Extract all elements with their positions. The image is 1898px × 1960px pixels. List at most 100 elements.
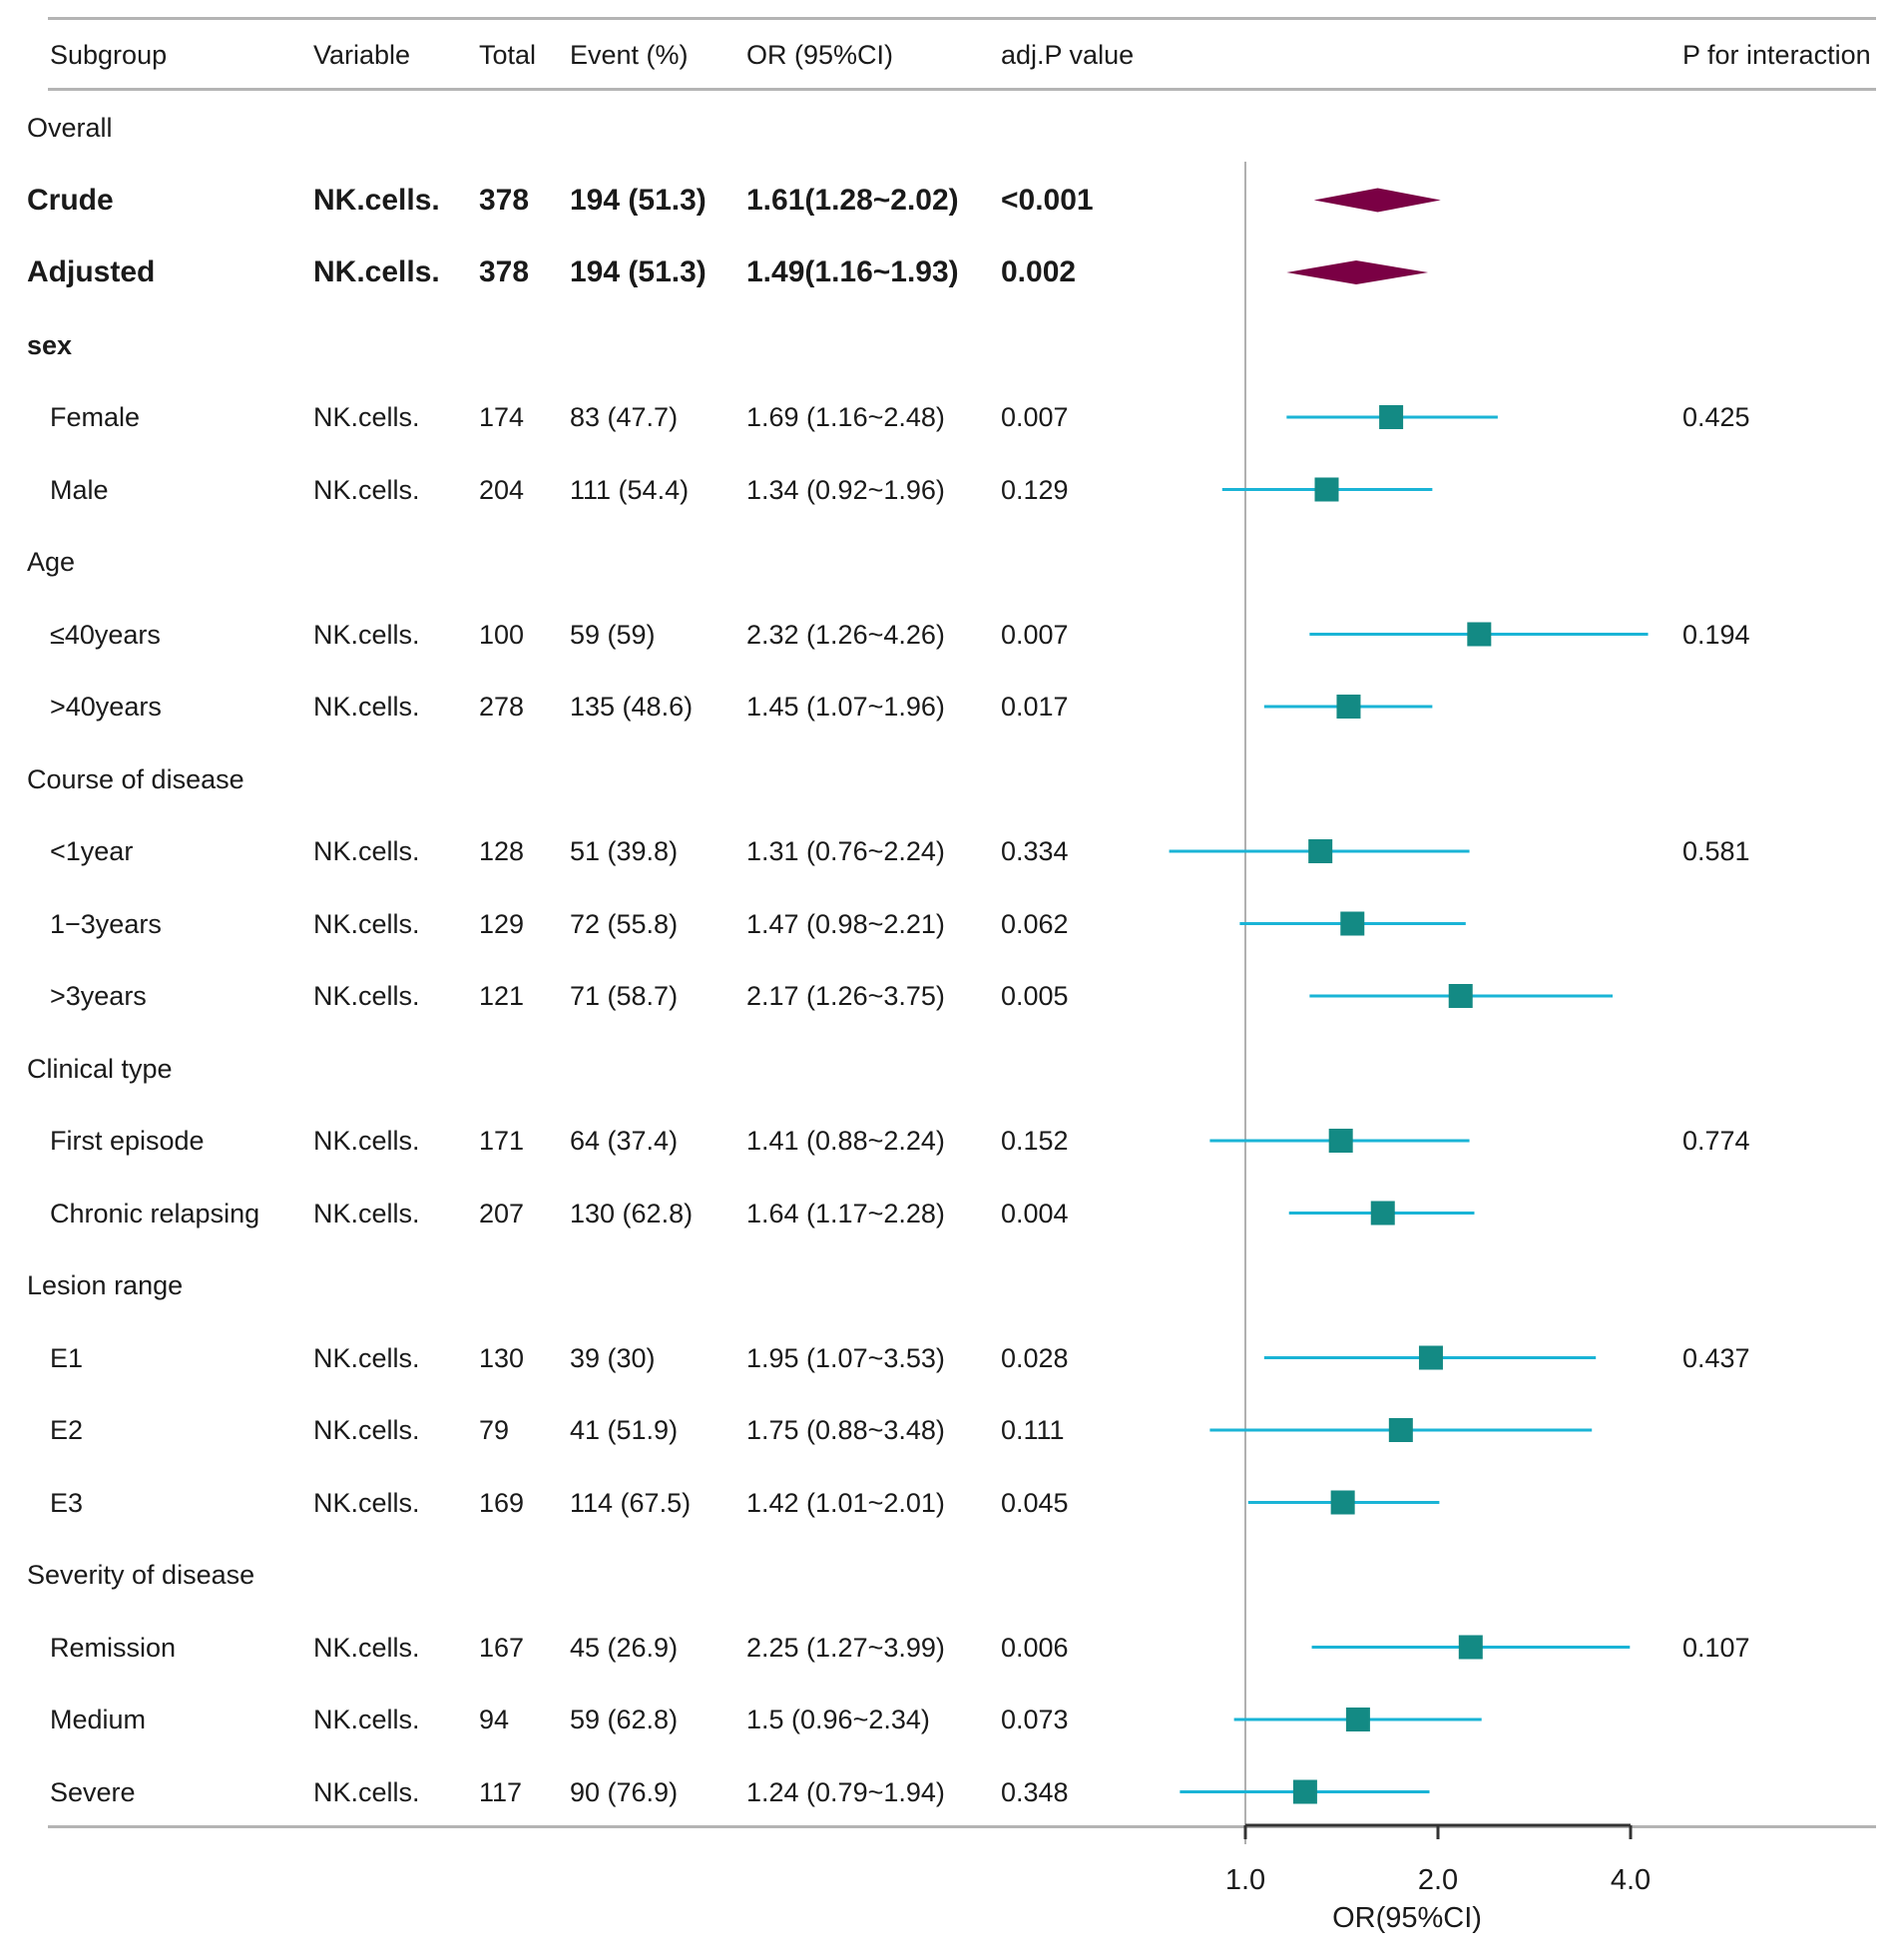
or-point xyxy=(1314,477,1339,502)
x-tick-label: 1.0 xyxy=(1224,1864,1266,1896)
row-variable: NK.cells. xyxy=(313,255,440,288)
row-p-value: 0.129 xyxy=(1001,474,1069,505)
row-label: Chronic relapsing xyxy=(50,1198,260,1228)
or-point xyxy=(1336,695,1361,719)
header-interaction: P for interaction xyxy=(1682,40,1871,70)
or-point xyxy=(1388,1418,1413,1442)
row-label: ≤40years xyxy=(50,619,161,650)
row-label: <1year xyxy=(50,836,134,866)
or-point xyxy=(1308,839,1333,863)
row-or-ci: 2.32 (1.26~4.26) xyxy=(746,619,945,650)
row-event: 130 (62.8) xyxy=(570,1198,694,1228)
or-point xyxy=(1328,1129,1353,1153)
row-variable: NK.cells. xyxy=(313,474,420,505)
x-tick-label: 2.0 xyxy=(1417,1864,1459,1896)
row-label: >3years xyxy=(50,981,147,1011)
row-event: 90 (76.9) xyxy=(570,1776,679,1807)
row-label: 1−3years xyxy=(50,908,162,939)
row-label: E1 xyxy=(50,1342,84,1373)
header-p: adj.P value xyxy=(1001,40,1135,70)
row-label: Crude xyxy=(27,183,114,217)
row-variable: NK.cells. xyxy=(313,1632,420,1663)
or-point xyxy=(1340,911,1365,936)
row-total: 171 xyxy=(479,1126,525,1156)
row-event: 83 (47.7) xyxy=(570,402,679,432)
row-variable: NK.cells. xyxy=(313,1705,420,1734)
row-or-ci: 1.69 (1.16~2.48) xyxy=(746,402,945,432)
row-variable: NK.cells. xyxy=(313,692,420,722)
row-p-value: 0.007 xyxy=(1001,619,1069,650)
row-variable: NK.cells. xyxy=(313,836,420,866)
row-p-value: 0.004 xyxy=(1001,1198,1069,1228)
row-variable: NK.cells. xyxy=(313,619,420,650)
row-or-ci: 1.49(1.16~1.93) xyxy=(746,255,959,288)
row-event: 71 (58.7) xyxy=(570,981,679,1011)
or-point xyxy=(1379,405,1404,429)
row-variable: NK.cells. xyxy=(313,1342,420,1373)
header-total: Total xyxy=(479,40,537,70)
row-event: 51 (39.8) xyxy=(570,836,679,866)
row-p-value: 0.152 xyxy=(1001,1126,1069,1156)
row-total: 100 xyxy=(479,619,525,650)
row-p-interaction: 0.425 xyxy=(1682,402,1750,432)
top-rule xyxy=(48,17,1876,20)
row-event: 194 (51.3) xyxy=(570,183,707,217)
group-label: Clinical type xyxy=(27,1053,173,1084)
row-p-interaction: 0.194 xyxy=(1682,619,1750,650)
row-or-ci: 1.61(1.28~2.02) xyxy=(746,183,959,217)
row-p-value: 0.334 xyxy=(1001,836,1069,866)
row-label: First episode xyxy=(50,1126,205,1156)
row-p-interaction: 0.774 xyxy=(1682,1126,1750,1156)
row-p-value: 0.062 xyxy=(1001,908,1069,939)
row-variable: NK.cells. xyxy=(313,1776,420,1807)
row-event: 135 (48.6) xyxy=(570,692,694,722)
or-point xyxy=(1292,1779,1317,1804)
row-total: 128 xyxy=(479,836,525,866)
row-or-ci: 1.41 (0.88~2.24) xyxy=(746,1126,945,1156)
row-total: 130 xyxy=(479,1342,525,1373)
row-label: E3 xyxy=(50,1487,84,1518)
row-variable: NK.cells. xyxy=(313,908,420,939)
header-or: OR (95%CI) xyxy=(746,40,894,70)
row-total: 121 xyxy=(479,981,525,1011)
or-point xyxy=(1467,622,1492,647)
row-p-value: 0.017 xyxy=(1001,692,1069,722)
row-or-ci: 1.34 (0.92~1.96) xyxy=(746,474,945,505)
header-variable: Variable xyxy=(313,40,411,70)
row-variable: NK.cells. xyxy=(313,981,420,1011)
summary-diamond xyxy=(1313,188,1441,213)
row-p-interaction: 0.581 xyxy=(1682,836,1750,866)
row-event: 114 (67.5) xyxy=(570,1487,692,1518)
row-label: Male xyxy=(50,474,109,505)
row-event: 59 (62.8) xyxy=(570,1705,679,1734)
row-variable: NK.cells. xyxy=(313,1126,420,1156)
row-total: 378 xyxy=(479,255,530,288)
summary-diamond xyxy=(1286,260,1429,284)
row-total: 174 xyxy=(479,402,525,432)
row-label: Severe xyxy=(50,1776,136,1807)
row-variable: NK.cells. xyxy=(313,1487,420,1518)
row-total: 207 xyxy=(479,1198,525,1228)
header-event: Event (%) xyxy=(570,40,689,70)
group-label: Overall xyxy=(27,113,113,143)
or-point xyxy=(1330,1490,1355,1515)
group-label: Course of disease xyxy=(27,763,244,794)
header-rule xyxy=(48,88,1876,91)
row-total: 79 xyxy=(479,1415,510,1445)
row-event: 45 (26.9) xyxy=(570,1632,679,1663)
row-p-value: <0.001 xyxy=(1001,183,1094,217)
group-label: Age xyxy=(27,547,76,577)
or-point xyxy=(1418,1345,1443,1370)
row-total: 117 xyxy=(479,1776,523,1807)
row-total: 94 xyxy=(479,1705,510,1734)
row-label: Female xyxy=(50,402,141,432)
row-p-value: 0.111 xyxy=(1001,1415,1065,1445)
row-event: 39 (30) xyxy=(570,1342,656,1373)
row-event: 59 (59) xyxy=(570,619,656,650)
or-point xyxy=(1345,1708,1370,1731)
row-or-ci: 1.64 (1.17~2.28) xyxy=(746,1198,945,1228)
row-label: >40years xyxy=(50,692,162,722)
x-tick-label: 4.0 xyxy=(1610,1864,1652,1896)
row-or-ci: 2.17 (1.26~3.75) xyxy=(746,981,945,1011)
